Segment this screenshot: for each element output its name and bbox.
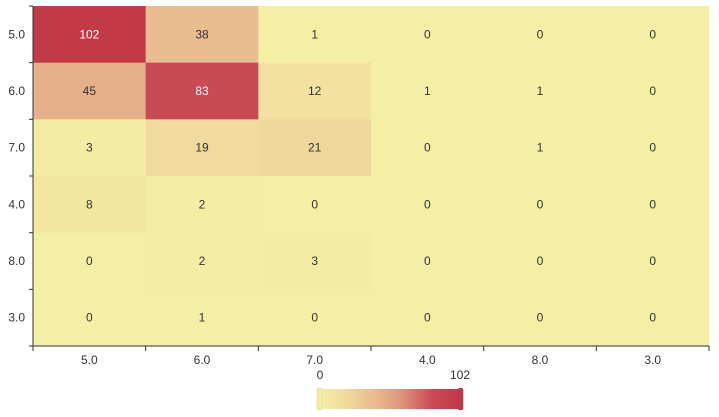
heatmap-cell[interactable] (371, 232, 485, 290)
y-tick-label: 4.0 (8, 197, 25, 211)
cell-value-label: 83 (195, 84, 209, 98)
cell-value-label: 1 (311, 27, 318, 41)
heatmap-cell[interactable] (371, 119, 485, 177)
heatmap-cell[interactable] (145, 6, 259, 64)
heatmap-cell[interactable] (483, 119, 597, 177)
heatmap-cell[interactable] (371, 176, 485, 234)
y-tick-label: 5.0 (8, 27, 25, 41)
heatmap-cell[interactable] (483, 62, 597, 120)
heatmap-cell[interactable] (33, 6, 147, 64)
heatmap-cell[interactable] (33, 62, 147, 120)
heatmap-cell[interactable] (596, 176, 710, 234)
heatmap-cell[interactable] (145, 119, 259, 177)
cell-value-label: 102 (79, 27, 99, 41)
cell-value-label: 0 (424, 141, 431, 155)
x-tick-label: 8.0 (532, 353, 549, 367)
x-tick-label: 5.0 (81, 353, 98, 367)
axes-layer: 5.0 6.0 7.0 4.0 8.0 3.0 5.0 6.0 7.0 4.0 8.0 3.0 (8, 5, 710, 367)
cell-value-label: 0 (424, 27, 431, 41)
y-tick-label: 6.0 (8, 84, 25, 98)
cell-value-label: 0 (424, 254, 431, 268)
cell-value-label: 12 (308, 84, 322, 98)
x-tick-label: 3.0 (644, 353, 661, 367)
heatmap-cell[interactable] (483, 6, 597, 64)
cell-value-label: 45 (83, 84, 97, 98)
heatmap-cell[interactable] (258, 289, 372, 347)
visual-map-legend[interactable]: 0 102 (316, 368, 471, 411)
heatmap-cell[interactable] (145, 232, 259, 290)
cell-value-label: 0 (537, 254, 544, 268)
heatmap-cell[interactable] (596, 119, 710, 177)
heatmap-cell[interactable] (258, 176, 372, 234)
cell-value-label: 1 (537, 84, 544, 98)
cell-value-label: 0 (86, 254, 93, 268)
cell-value-label: 0 (311, 311, 318, 325)
cell-value-label: 0 (537, 27, 544, 41)
heatmap-cell[interactable] (596, 6, 710, 64)
cell-value-label: 21 (308, 141, 322, 155)
cell-value-label: 0 (649, 254, 656, 268)
cell-value-label: 1 (537, 141, 544, 155)
heatmap-cell[interactable] (371, 62, 485, 120)
x-tick-label: 7.0 (306, 353, 323, 367)
cells-layer (33, 6, 710, 347)
heatmap-cell[interactable] (33, 119, 147, 177)
visual-map-min-handle[interactable] (316, 387, 323, 411)
heatmap-cell[interactable] (371, 289, 485, 347)
heatmap-cell[interactable] (258, 232, 372, 290)
heatmap-cell[interactable] (483, 232, 597, 290)
cell-labels-layer: 102 38 1 0 0 045 83 12 1 1 03 19 21 0 1 08 2 0 0 0 00 2 3 0 0 00 1… (79, 27, 656, 324)
visual-map-max-label: 102 (450, 368, 470, 382)
heatmap-cell[interactable] (33, 176, 147, 234)
cell-value-label: 2 (199, 254, 206, 268)
cell-value-label: 38 (195, 27, 209, 41)
heatmap-cell[interactable] (596, 62, 710, 120)
cell-value-label: 0 (649, 141, 656, 155)
cell-value-label: 19 (195, 141, 209, 155)
cell-value-label: 2 (199, 197, 206, 211)
cell-value-label: 0 (649, 311, 656, 325)
cell-value-label: 0 (649, 197, 656, 211)
heatmap-cell[interactable] (371, 6, 485, 64)
cell-value-label: 0 (86, 311, 93, 325)
heatmap-cell[interactable] (258, 6, 372, 64)
cell-value-label: 0 (537, 197, 544, 211)
heatmap-cell[interactable] (596, 289, 710, 347)
heatmap-cell[interactable] (33, 289, 147, 347)
cell-value-label: 0 (537, 311, 544, 325)
cell-value-label: 3 (86, 141, 93, 155)
heatmap-cell[interactable] (596, 232, 710, 290)
visual-map-min-label: 0 (317, 368, 324, 382)
heatmap-cell[interactable] (145, 289, 259, 347)
cell-value-label: 0 (649, 27, 656, 41)
cell-value-label: 1 (424, 84, 431, 98)
heatmap-cell[interactable] (483, 289, 597, 347)
heatmap-cell[interactable] (145, 62, 259, 120)
x-tick-label: 6.0 (194, 353, 211, 367)
heatmap-cell[interactable] (483, 176, 597, 234)
cell-value-label: 0 (649, 84, 656, 98)
cell-value-label: 3 (311, 254, 318, 268)
cell-value-label: 0 (424, 197, 431, 211)
cell-value-label: 1 (199, 311, 206, 325)
y-tick-label: 7.0 (8, 141, 25, 155)
cell-value-label: 0 (424, 311, 431, 325)
visual-map-bar[interactable] (320, 389, 460, 409)
cell-value-label: 0 (311, 197, 318, 211)
heatmap-cell[interactable] (258, 119, 372, 177)
heatmap-cell[interactable] (258, 62, 372, 120)
cell-value-label: 8 (86, 197, 93, 211)
heatmap-cell[interactable] (33, 232, 147, 290)
heatmap-cell[interactable] (145, 176, 259, 234)
visual-map-max-handle[interactable] (457, 387, 464, 411)
y-tick-label: 8.0 (8, 254, 25, 268)
y-tick-label: 3.0 (8, 311, 25, 325)
x-tick-label: 4.0 (419, 353, 436, 367)
